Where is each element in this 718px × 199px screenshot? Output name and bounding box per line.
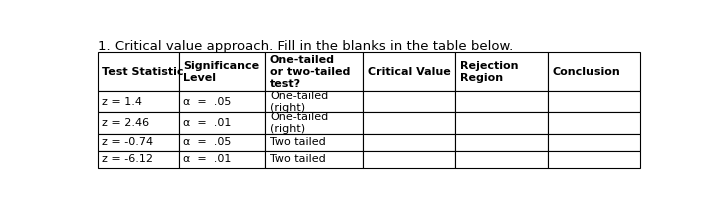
Text: α  =  .01: α = .01 (183, 118, 232, 128)
Text: z = -6.12: z = -6.12 (102, 154, 153, 164)
Bar (548, 134, 640, 151)
Bar (548, 91, 640, 112)
Text: 1. Critical value approach. Fill in the blanks in the table below.: 1. Critical value approach. Fill in the … (98, 40, 513, 53)
Bar (98, 112, 179, 134)
Text: Test Statistic: Test Statistic (102, 67, 184, 77)
Bar (265, 91, 363, 112)
Text: z = 1.4: z = 1.4 (102, 97, 142, 107)
Text: One-tailed
or two-tailed
test?: One-tailed or two-tailed test? (270, 55, 350, 89)
Bar (98, 91, 179, 112)
Text: α  =  .05: α = .05 (183, 97, 232, 107)
Bar (455, 134, 548, 151)
Text: Rejection
Region: Rejection Region (460, 61, 518, 83)
Text: α  =  .01: α = .01 (183, 154, 232, 164)
Bar (98, 134, 179, 151)
Bar (455, 112, 548, 134)
Text: z = 2.46: z = 2.46 (102, 118, 149, 128)
Text: One-tailed
(right): One-tailed (right) (270, 91, 328, 113)
Bar (548, 112, 640, 134)
Text: z = -0.74: z = -0.74 (102, 138, 153, 147)
Bar (363, 151, 455, 168)
Bar (363, 112, 455, 134)
Text: Two tailed: Two tailed (270, 154, 326, 164)
Text: Conclusion: Conclusion (552, 67, 620, 77)
Bar (265, 151, 363, 168)
Bar (548, 52, 640, 91)
Bar (455, 91, 548, 112)
Bar (179, 134, 265, 151)
Bar (265, 52, 363, 91)
Bar (363, 134, 455, 151)
Bar (265, 134, 363, 151)
Bar (179, 91, 265, 112)
Bar (455, 52, 548, 91)
Bar (363, 52, 455, 91)
Bar (179, 151, 265, 168)
Text: One-tailed
(right): One-tailed (right) (270, 112, 328, 134)
Bar (455, 151, 548, 168)
Bar (548, 151, 640, 168)
Bar (98, 52, 179, 91)
Text: Critical Value: Critical Value (368, 67, 451, 77)
Bar (179, 112, 265, 134)
Bar (98, 151, 179, 168)
Bar (265, 112, 363, 134)
Bar (179, 52, 265, 91)
Bar (363, 91, 455, 112)
Text: α  =  .05: α = .05 (183, 138, 232, 147)
Text: Significance
Level: Significance Level (183, 61, 259, 83)
Text: Two tailed: Two tailed (270, 138, 326, 147)
